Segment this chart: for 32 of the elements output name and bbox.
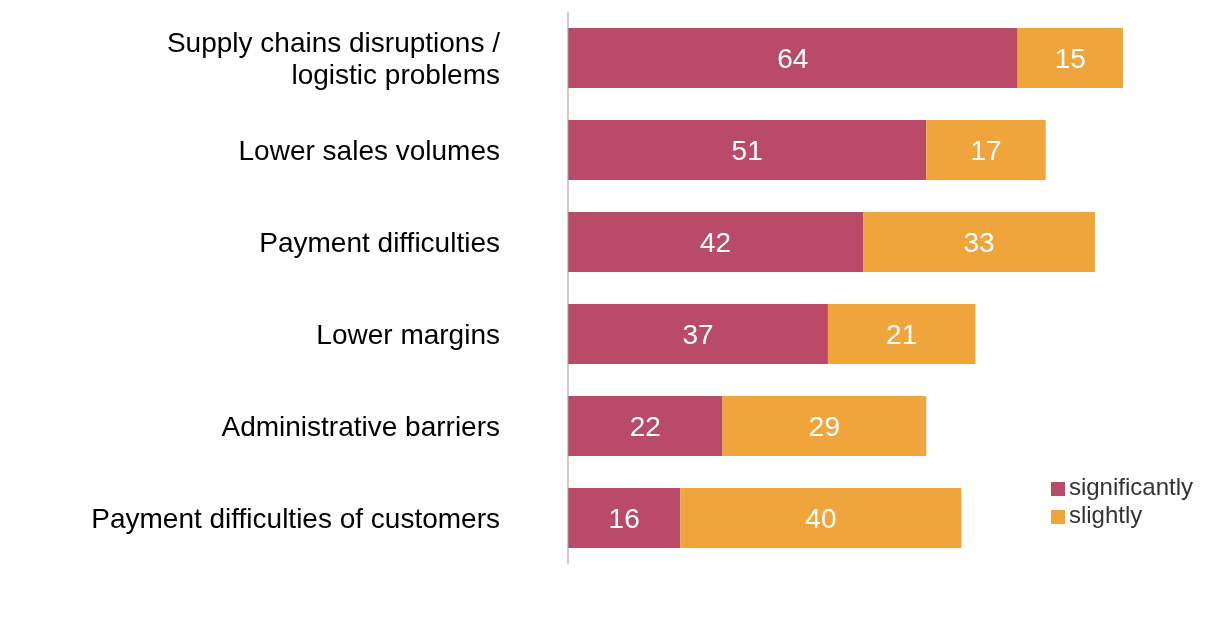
- bar: [568, 304, 828, 364]
- bar: [568, 396, 723, 456]
- bar: [863, 212, 1095, 272]
- data-label: 42: [699, 226, 732, 258]
- bar: [827, 304, 976, 364]
- data-label: 16: [608, 502, 640, 534]
- data-label: 29: [808, 410, 840, 442]
- y-tick-label: Payment difficulties of customers: [91, 502, 500, 534]
- bar: [568, 120, 927, 180]
- bar: [568, 212, 864, 272]
- data-label: 21: [886, 318, 918, 350]
- legend-label: significantly: [1068, 473, 1193, 500]
- bar: [680, 488, 962, 548]
- data-label: 40: [805, 502, 837, 534]
- bar: [926, 120, 1046, 180]
- data-label: 64: [777, 42, 809, 74]
- y-tick-label: Lower margins: [316, 318, 500, 350]
- y-tick-label: Administrative barriers: [221, 410, 500, 442]
- data-label: 37: [682, 318, 714, 350]
- y-tick-label: Supply chains disruptions / logistic problems: [166, 26, 501, 90]
- data-label: 33: [963, 226, 995, 258]
- y-tick-label: Payment difficulties: [259, 226, 500, 258]
- bar: [722, 396, 927, 456]
- data-label: 51: [731, 134, 763, 166]
- bar: [568, 488, 681, 548]
- bar: [1017, 28, 1123, 88]
- legend-label: slightly: [1068, 501, 1143, 528]
- data-label: 17: [970, 134, 1002, 166]
- data-label: 22: [629, 410, 661, 442]
- bar: [568, 28, 1018, 88]
- data-label: 15: [1054, 42, 1086, 74]
- y-tick-label: Lower sales volumes: [238, 134, 500, 166]
